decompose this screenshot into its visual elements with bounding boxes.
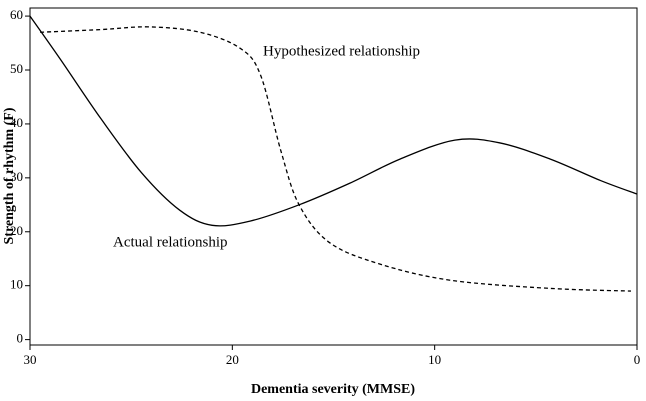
line	[40, 26, 631, 292]
x-tick-label: 20	[226, 352, 239, 367]
y-tick-label: 30	[10, 169, 23, 184]
y-tick-label: 20	[10, 223, 23, 238]
x-tick-label: 30	[24, 352, 37, 367]
x-tick-label: 10	[428, 352, 441, 367]
y-tick-label: 0	[17, 331, 24, 346]
y-axis-label: Strength of rhythm (F)	[2, 107, 17, 244]
series-annotation: Hypothesized relationship	[263, 43, 420, 59]
y-tick-label: 50	[10, 61, 23, 76]
x-axis-label: Dementia severity (MMSE)	[251, 382, 415, 397]
series-annotation: Actual relationship	[113, 234, 228, 250]
y-tick-label: 60	[10, 7, 23, 22]
y-tick-label: 40	[10, 115, 23, 130]
y-tick-label: 10	[10, 277, 23, 292]
plot-frame	[29, 7, 638, 346]
x-tick-label: 0	[634, 352, 641, 367]
